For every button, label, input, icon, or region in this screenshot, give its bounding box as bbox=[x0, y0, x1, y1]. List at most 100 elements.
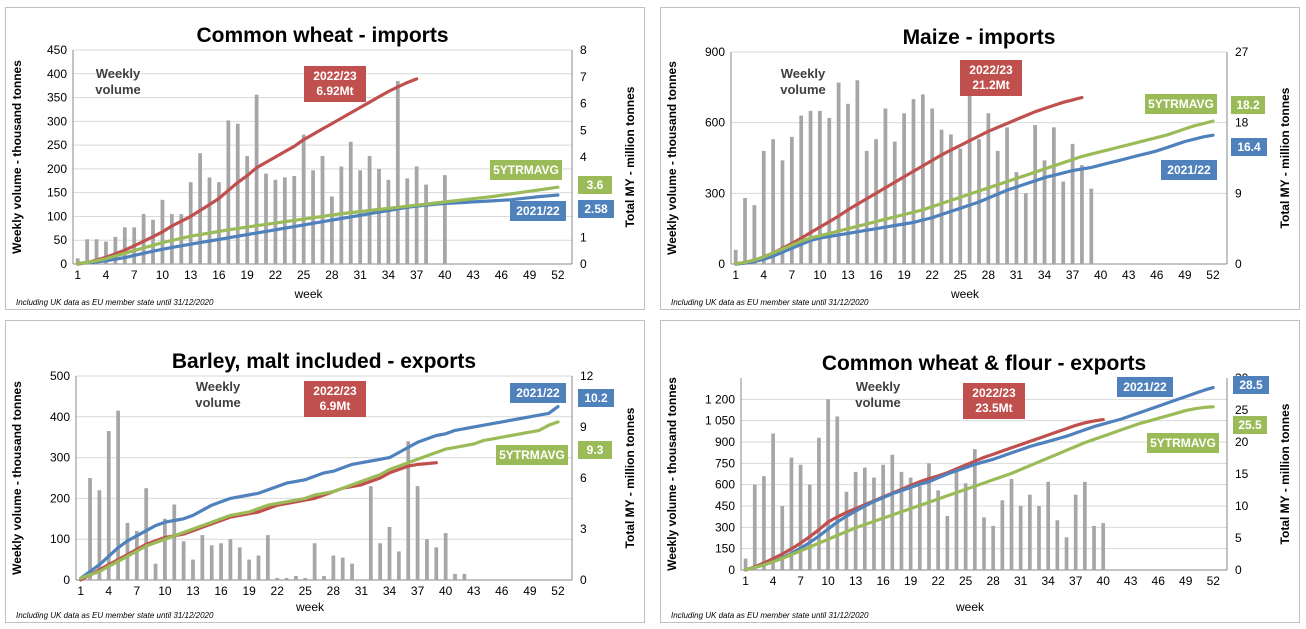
label-box-5ytrmavg bbox=[490, 160, 562, 180]
y2-tick-label: 8 bbox=[580, 43, 587, 57]
x-tick-label: 28 bbox=[982, 268, 996, 282]
x-tick-label: 52 bbox=[1207, 574, 1221, 588]
weekly-bar bbox=[733, 249, 738, 264]
weekly-bar bbox=[358, 170, 363, 264]
weekly-bar bbox=[780, 160, 785, 264]
value-box-2021-22 bbox=[578, 389, 614, 407]
x-tick-label: 34 bbox=[1038, 268, 1052, 282]
weekly-bar bbox=[872, 477, 876, 570]
weekly-bar bbox=[1073, 494, 1078, 570]
weekly-bar bbox=[1000, 500, 1005, 570]
weekly-bar bbox=[939, 129, 944, 264]
weekly-bar bbox=[424, 184, 428, 264]
weekly-bar bbox=[1064, 537, 1069, 570]
weekly-bar bbox=[443, 175, 447, 264]
weekly-bar bbox=[892, 141, 897, 264]
weekly-bar bbox=[322, 575, 326, 580]
weekly-bar bbox=[228, 539, 233, 580]
series-line-current bbox=[743, 417, 1105, 572]
weekly-label: volume bbox=[195, 395, 241, 410]
weekly-bar bbox=[113, 236, 118, 264]
weekly-bar bbox=[415, 486, 420, 580]
x-axis-label: week bbox=[293, 287, 323, 301]
label-2022-23: 2022/23 bbox=[969, 63, 1013, 77]
label-5ytrmavg: 5YTRMAVG bbox=[1150, 436, 1216, 450]
x-tick-label: 34 bbox=[382, 268, 396, 282]
weekly-bar bbox=[827, 117, 832, 264]
label-box-2021-22 bbox=[1117, 377, 1173, 397]
weekly-bar bbox=[200, 535, 205, 580]
x-tick-label: 1 bbox=[74, 268, 81, 282]
value-2021-22: 10.2 bbox=[584, 391, 608, 405]
x-tick-label: 22 bbox=[271, 584, 285, 598]
weekly-bar bbox=[927, 463, 931, 570]
weekly-bar bbox=[425, 539, 429, 580]
x-tick-label: 13 bbox=[849, 574, 863, 588]
y-tick-label: 300 bbox=[715, 520, 735, 534]
weekly-bar bbox=[301, 134, 306, 264]
weekly-bar bbox=[818, 110, 822, 264]
weekly-bar bbox=[995, 150, 1000, 264]
x-tick-label: 7 bbox=[788, 268, 795, 282]
x-tick-label: 40 bbox=[438, 268, 452, 282]
weekly-bar bbox=[320, 156, 325, 264]
label-box-2021-22 bbox=[510, 201, 566, 221]
weekly-label: Weekly bbox=[856, 379, 901, 394]
weekly-bar bbox=[762, 476, 766, 570]
x-tick-label: 16 bbox=[876, 574, 890, 588]
y-tick-label: 250 bbox=[47, 138, 67, 152]
weekly-bar bbox=[85, 239, 90, 264]
weekly-bar bbox=[1055, 520, 1060, 570]
label-2022-23: 2022/23 bbox=[313, 69, 357, 83]
y-tick-label: 300 bbox=[705, 186, 725, 200]
weekly-bar bbox=[134, 531, 139, 580]
weekly-bar bbox=[1028, 494, 1032, 570]
weekly-bar bbox=[972, 449, 977, 570]
weekly-bar bbox=[106, 431, 111, 580]
footnote: Including UK data as EU member state unt… bbox=[671, 611, 869, 620]
x-tick-label: 19 bbox=[897, 268, 911, 282]
x-tick-label: 31 bbox=[355, 584, 369, 598]
x-tick-label: 46 bbox=[495, 268, 509, 282]
weekly-bar bbox=[752, 484, 757, 570]
weekly-bar bbox=[1080, 165, 1084, 264]
weekly-bar bbox=[97, 490, 102, 580]
y-tick-label: 500 bbox=[50, 369, 70, 383]
value-box-2021-22 bbox=[578, 200, 614, 218]
y2-tick-label: 18 bbox=[1235, 116, 1249, 130]
x-tick-label: 7 bbox=[131, 268, 138, 282]
chart-svg: Common wheat - imports050100150200250300… bbox=[10, 24, 637, 307]
weekly-bar bbox=[954, 467, 959, 570]
value-box-2021-22 bbox=[1231, 138, 1267, 156]
weekly-bar bbox=[862, 467, 867, 570]
weekly-bar bbox=[462, 573, 467, 580]
y2-tick-label: 3 bbox=[580, 522, 587, 536]
weekly-bar bbox=[368, 486, 373, 580]
weekly-bar bbox=[846, 103, 850, 264]
x-tick-label: 46 bbox=[1152, 574, 1166, 588]
label-box-2022-23 bbox=[304, 381, 366, 417]
weekly-bar bbox=[798, 464, 803, 570]
x-tick-label: 25 bbox=[297, 268, 311, 282]
y2-tick-label: 5 bbox=[580, 123, 587, 137]
weekly-bar bbox=[1037, 506, 1041, 570]
weekly-bar bbox=[1023, 193, 1028, 264]
y-axis-label: Weekly volume - thousand tonnes bbox=[665, 61, 679, 255]
y-tick-label: 400 bbox=[47, 67, 67, 81]
x-tick-label: 16 bbox=[212, 268, 226, 282]
series-line-current bbox=[76, 77, 419, 266]
weekly-bar bbox=[94, 239, 99, 264]
y2-tick-label: 12 bbox=[580, 369, 594, 383]
series-line-avg bbox=[743, 405, 1215, 571]
weekly-bar bbox=[836, 82, 841, 264]
chart-title: Maize - imports bbox=[903, 26, 1056, 49]
y2-axis-label: Total MY - million tonnes bbox=[623, 86, 637, 227]
y-tick-label: 450 bbox=[715, 499, 735, 513]
chart-panel-wheat-flour-exports: Common wheat & flour - exports 0 150 300 450… bbox=[660, 320, 1300, 623]
chart-svg: Common wheat & flour - exports0150300450… bbox=[665, 352, 1292, 620]
weekly-bar bbox=[434, 547, 439, 580]
x-tick-label: 10 bbox=[156, 268, 170, 282]
x-tick-label: 4 bbox=[103, 268, 110, 282]
x-axis-label: week bbox=[295, 600, 325, 614]
weekly-label: volume bbox=[855, 395, 901, 410]
